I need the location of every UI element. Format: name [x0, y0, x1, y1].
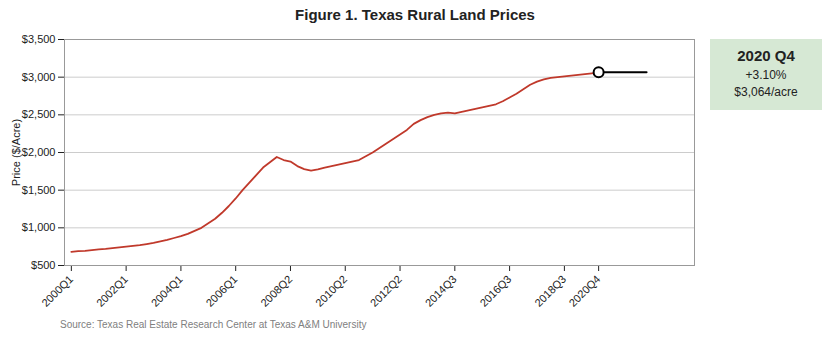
svg-text:2014Q3: 2014Q3 — [423, 273, 459, 309]
svg-text:$1,000: $1,000 — [22, 221, 56, 233]
html-text:2020 Q4: 2020 Q4 — [737, 47, 795, 64]
svg-text:2018Q3: 2018Q3 — [532, 273, 568, 309]
svg-text:2006Q1: 2006Q1 — [203, 273, 239, 309]
svg-text:$3,500: $3,500 — [22, 33, 56, 45]
svg-text:$500: $500 — [31, 259, 55, 271]
svg-text:$3,000: $3,000 — [22, 71, 56, 83]
svg-text:$2,000: $2,000 — [22, 146, 56, 158]
html-text:Source: Texas Real Estate Rese: Source: Texas Real Estate Research Cente… — [60, 319, 367, 330]
svg-text:$2,500: $2,500 — [22, 108, 56, 120]
svg-text:2012Q2: 2012Q2 — [368, 273, 404, 309]
svg-text:2008Q2: 2008Q2 — [258, 273, 294, 309]
svg-text:2002Q1: 2002Q1 — [94, 273, 130, 309]
html-text:$3,064/acre: $3,064/acre — [734, 85, 798, 99]
svg-text:2016Q3: 2016Q3 — [477, 273, 513, 309]
svg-text:2010Q2: 2010Q2 — [313, 273, 349, 309]
svg-text:2004Q1: 2004Q1 — [149, 273, 185, 309]
svg-text:2000Q1: 2000Q1 — [39, 273, 75, 309]
svg-text:2020Q4: 2020Q4 — [566, 273, 602, 309]
html-text:+3.10%: +3.10% — [745, 68, 787, 82]
html-text:Figure 1. Texas Rural Land Pri: Figure 1. Texas Rural Land Prices — [295, 6, 535, 23]
svg-text:$1,500: $1,500 — [22, 184, 56, 196]
svg-text:Price ($/Acre): Price ($/Acre) — [10, 119, 22, 186]
